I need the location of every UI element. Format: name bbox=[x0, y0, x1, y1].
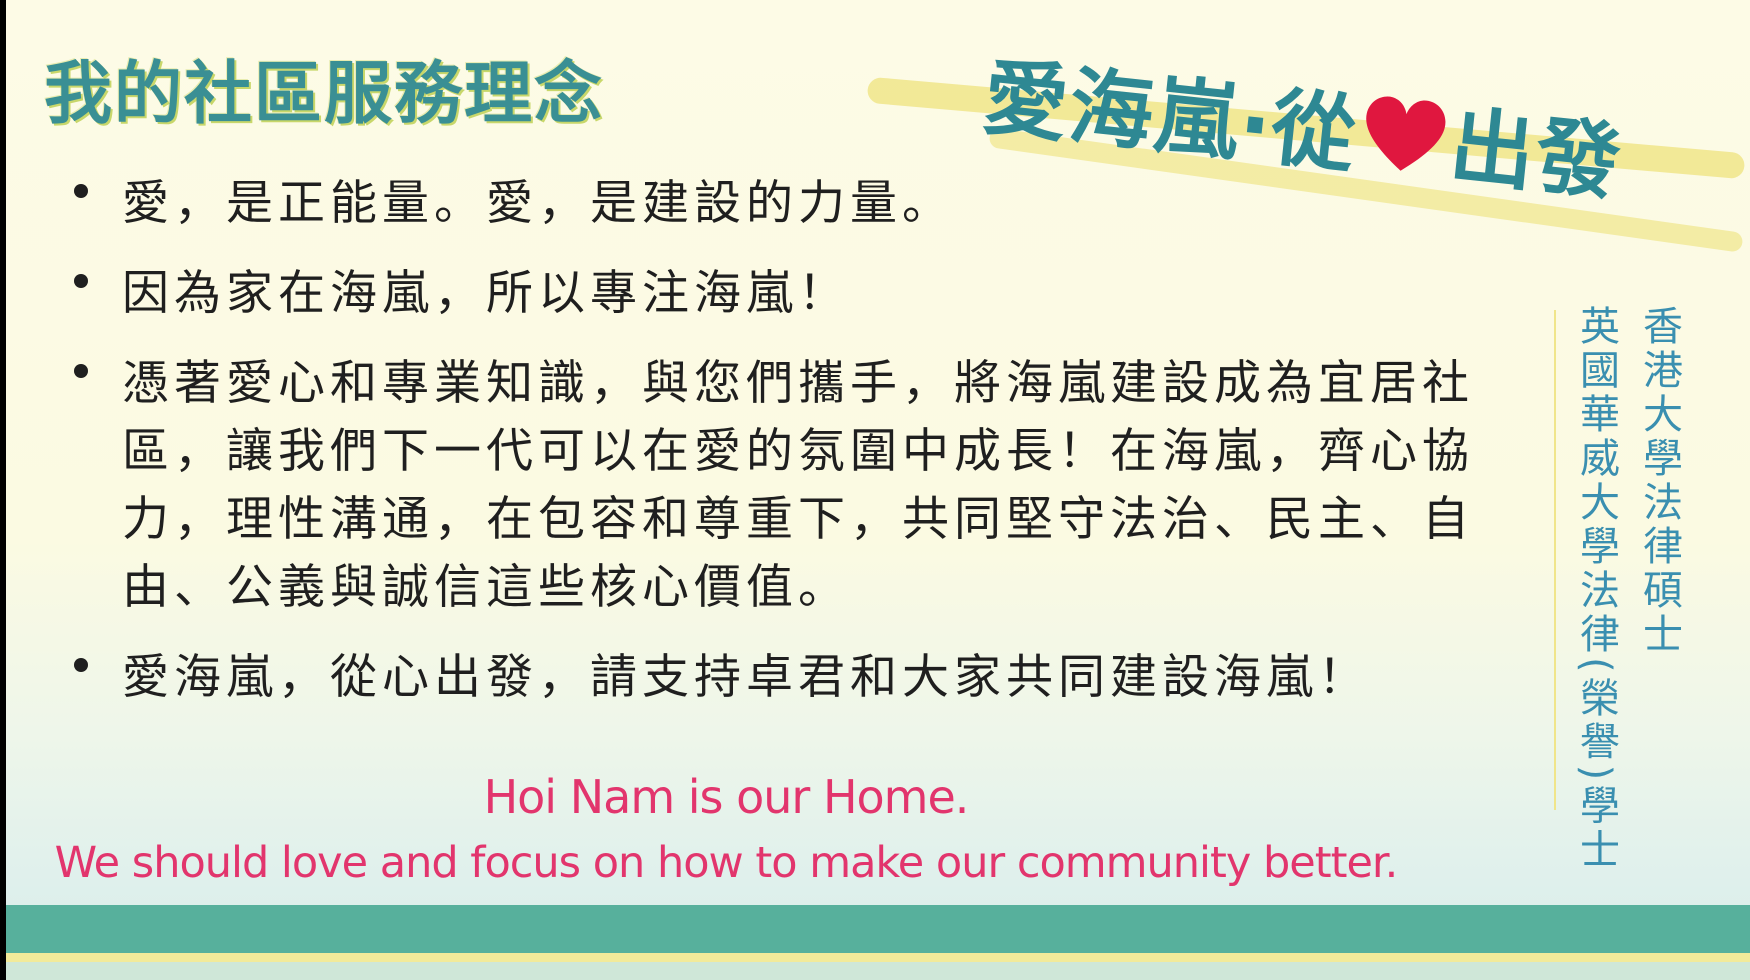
footer-band bbox=[6, 905, 1750, 953]
point-text: 因為家在海嵐，所以專注海嵐！ bbox=[122, 266, 850, 321]
bullet-icon bbox=[74, 184, 88, 198]
page-title: 我的社區服務理念 bbox=[44, 55, 605, 134]
english-tagline: Hoi Nam is our Home. bbox=[483, 770, 970, 824]
list-item: 愛，是正能量。愛，是建設的力量。 bbox=[66, 170, 1491, 238]
footer-line bbox=[6, 953, 1750, 962]
credential-warwick: 英國華威大學法律(榮譽)學士 bbox=[1573, 305, 1619, 873]
service-points-list: 愛，是正能量。愛，是建設的力量。 因為家在海嵐，所以專注海嵐！ 憑著愛心和專業知… bbox=[66, 170, 1491, 734]
slogan-text-start: 愛海嵐‧從 bbox=[978, 47, 1363, 185]
slogan: 愛海嵐‧從 出發 bbox=[970, 30, 1747, 308]
credential-hku: 香港大學法律碩士 bbox=[1636, 305, 1682, 657]
flyer-card: 我的社區服務理念 愛海嵐‧從 出發 愛，是正能量。愛，是建設的力量。 因為家在海嵐… bbox=[6, 0, 1750, 980]
list-item: 因為家在海嵐，所以專注海嵐！ bbox=[66, 260, 1491, 328]
heart-icon bbox=[1358, 90, 1452, 179]
english-subtagline: We should love and focus on how to make … bbox=[54, 838, 1399, 888]
list-item: 愛海嵐，從心出發，請支持卓君和大家共同建設海嵐！ bbox=[66, 644, 1491, 712]
divider bbox=[1554, 310, 1556, 810]
footer-strip bbox=[6, 962, 1750, 980]
bullet-icon bbox=[74, 658, 88, 672]
list-item: 憑著愛心和專業知識，與您們攜手，將海嵐建設成為宜居社區，讓我們下一代可以在愛的氛… bbox=[66, 350, 1491, 622]
point-text: 憑著愛心和專業知識，與您們攜手，將海嵐建設成為宜居社區，讓我們下一代可以在愛的氛… bbox=[122, 356, 1474, 615]
point-text: 愛海嵐，從心出發，請支持卓君和大家共同建設海嵐！ bbox=[122, 650, 1370, 705]
bullet-icon bbox=[74, 364, 88, 378]
bullet-icon bbox=[74, 274, 88, 288]
point-text: 愛，是正能量。愛，是建設的力量。 bbox=[122, 176, 954, 231]
